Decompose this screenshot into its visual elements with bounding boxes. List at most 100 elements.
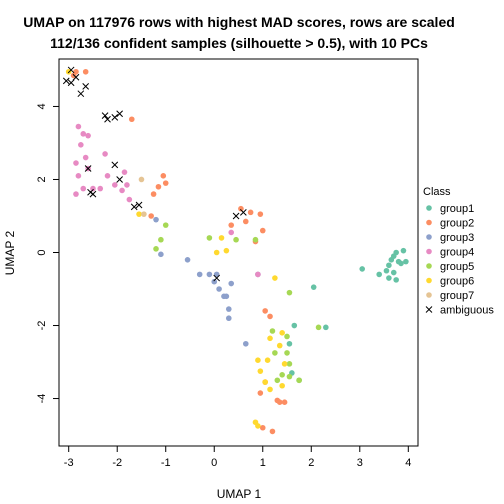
point-group5 [274,377,281,384]
point-group1 [310,284,317,290]
y-axis: -4 -2 0 2 4 [36,103,59,403]
point-group2 [155,183,162,190]
y-tick-label: 0 [36,249,48,255]
point-group3 [216,286,222,292]
legend: Class group1 group2 group3 group4 group5 grou… [423,186,494,317]
point-group6 [213,249,220,256]
y-tick-label: 4 [36,103,48,109]
legend-label-group5: group5 [440,261,474,273]
point-group2 [228,222,235,228]
point-group6 [279,382,285,389]
point-group3 [225,306,232,312]
legend-marker-group4 [426,248,432,255]
plot-frame [58,58,419,447]
point-ambiguous [213,274,221,282]
point-group4 [104,173,111,179]
point-group1 [376,271,382,278]
point-group5 [162,222,169,228]
point-group1 [398,260,404,267]
point-group5 [284,350,290,356]
point-group2 [247,209,254,216]
point-ambiguous [101,112,109,119]
legend-marker-group3 [426,234,432,240]
point-group6 [267,335,273,342]
point-group4 [102,151,108,157]
point-group4 [73,160,79,166]
point-group4 [80,131,87,137]
point-group2 [128,116,135,123]
point-group4 [228,229,235,236]
point-group3 [225,315,232,322]
legend-label-group2: group2 [440,218,474,230]
legend-marker-group6 [426,277,432,284]
point-group3 [223,293,230,300]
point-group3 [158,251,164,258]
point-ambiguous [77,90,85,98]
legend-label-group6: group6 [440,276,474,288]
chart-title-line-1: UMAP on 117976 rows with highest MAD sco… [23,14,455,30]
point-group6 [136,211,142,217]
legend-label-group3: group3 [440,232,474,244]
point-group3 [228,280,235,287]
x-axis: -3 -2 -1 0 1 2 3 4 [64,446,411,469]
point-group5 [153,246,159,252]
point-group2 [259,424,266,431]
point-group2 [267,313,273,320]
legend-marker-ambiguous [425,306,433,313]
point-ambiguous [72,73,80,81]
point-ambiguous [111,161,119,169]
point-group4 [97,185,104,192]
point-group1 [291,322,298,329]
x-tick-label: 2 [308,457,314,469]
point-group4 [119,187,125,194]
point-group2 [262,308,268,314]
series-group2 [70,68,288,435]
y-tick-label: 2 [36,176,48,182]
point-group4 [75,123,82,130]
point-group4 [90,185,96,192]
point-group2 [257,211,264,217]
point-group4 [255,271,261,278]
point-group5 [233,236,239,243]
point-ambiguous [116,176,123,183]
point-group3 [213,271,220,278]
point-group2 [281,399,288,405]
point-ambiguous [82,83,90,90]
series-group4 [73,123,261,278]
x-tick-label: -3 [64,457,74,469]
point-group2 [242,218,249,225]
legend-label-ambiguous: ambiguous [440,305,494,317]
x-tick-label: 4 [405,457,411,469]
point-group6 [279,330,285,336]
point-group1 [323,324,329,331]
point-group2 [150,191,157,197]
point-group2 [82,68,89,75]
legend-label-group1: group1 [440,203,474,215]
point-ambiguous [62,77,70,85]
point-group3 [211,278,218,285]
point-group5 [296,377,302,384]
y-tick-label: -2 [36,321,48,331]
point-group6 [281,361,288,367]
point-group4 [126,196,133,203]
point-group6 [272,275,278,281]
point-group5 [252,236,259,243]
point-group4 [111,182,118,188]
point-group3 [242,340,249,347]
point-ambiguous [111,114,119,121]
point-ambiguous [130,203,138,211]
x-tick-label: -2 [112,457,122,469]
point-group2 [238,205,244,212]
point-group1 [400,247,407,254]
point-group5 [286,373,293,380]
point-group6 [218,235,225,241]
point-group5 [315,324,322,331]
point-group6 [223,247,230,254]
point-group5 [279,372,285,378]
point-group5 [286,361,293,367]
point-group5 [158,236,164,243]
point-group1 [286,340,293,347]
series-group7 [138,176,147,217]
y-tick-label: -4 [36,394,48,404]
point-group1 [359,266,366,272]
